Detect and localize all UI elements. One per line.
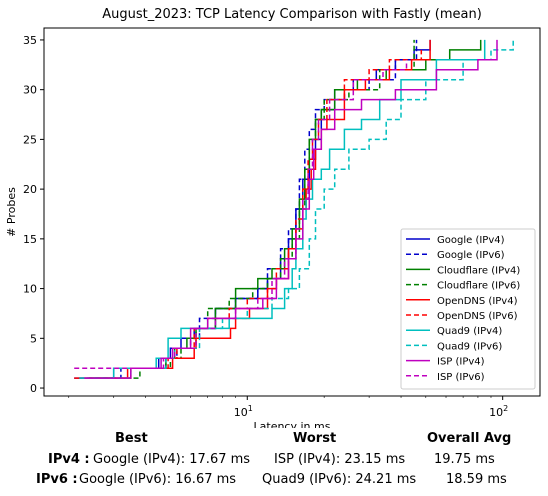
legend-label: Cloudflare (IPv6) (437, 281, 520, 292)
y-tick-label: 5 (30, 332, 37, 345)
legend-label: Quad9 (IPv6) (437, 341, 502, 352)
legend-label: ISP (IPv4) (437, 357, 485, 368)
y-tick-label: 25 (23, 133, 37, 146)
legend-label: OpenDNS (IPv4) (437, 296, 518, 307)
legend-label: Cloudflare (IPv4) (437, 265, 520, 276)
legend-label: OpenDNS (IPv6) (437, 311, 518, 322)
overall-avg-header: Overall Avg (427, 431, 512, 446)
latency-chart: August_2023: TCP Latency Comparison with… (5, 7, 541, 428)
best-header: Best (115, 431, 148, 446)
x-axis-label: Latency in ms (254, 420, 331, 428)
legend-label: Quad9 (IPv4) (437, 326, 502, 337)
legend-box (400, 228, 536, 390)
y-tick-label: 15 (23, 233, 37, 246)
worst-header: Worst (293, 431, 337, 446)
legend-label: ISP (IPv6) (437, 372, 485, 383)
legend-label: Google (IPv4) (437, 235, 505, 246)
ipv6-label: IPv6 : (36, 472, 78, 487)
y-axis-label: # Probes (5, 187, 18, 237)
y-axis: 0 5 10 15 20 25 30 35 (23, 34, 44, 395)
ipv4-worst: ISP (IPv4): 23.15 ms (274, 452, 406, 467)
y-tick-label: 35 (23, 34, 37, 47)
series-lines (74, 39, 514, 379)
legend: Google (IPv4) Google (IPv6) Cloudflare (IP… (400, 228, 536, 390)
chart-title: August_2023: TCP Latency Comparison with… (102, 7, 482, 22)
summary-table: Best Worst Overall Avg IPv4 : Google (IP… (0, 428, 548, 496)
series-line-9 (74, 59, 408, 369)
series-line-6 (79, 39, 486, 379)
y-tick-label: 20 (23, 183, 37, 196)
y-tick-label: 30 (23, 84, 37, 97)
series-line-1 (79, 39, 418, 379)
ipv4-best: Google (IPv4): 17.67 ms (93, 452, 251, 467)
x-tick-label: 101 (234, 404, 253, 419)
y-tick-label: 10 (23, 283, 37, 296)
series-line-7 (93, 39, 514, 379)
ipv6-avg: 18.59 ms (446, 472, 507, 487)
ipv6-worst: Quad9 (IPv6): 24.21 ms (262, 472, 417, 487)
plot-frame (43, 27, 541, 397)
legend-label: Google (IPv6) (437, 250, 505, 261)
ipv4-label: IPv4 : (48, 452, 90, 467)
series-line-4 (74, 39, 431, 379)
series-line-3 (93, 39, 415, 379)
x-axis: 101 102 (68, 396, 508, 419)
y-tick-label: 0 (30, 382, 37, 395)
ipv6-best: Google (IPv6): 16.67 ms (79, 472, 237, 487)
x-tick-label: 102 (489, 404, 508, 419)
series-line-0 (74, 39, 431, 379)
ipv4-avg: 19.75 ms (434, 452, 495, 467)
